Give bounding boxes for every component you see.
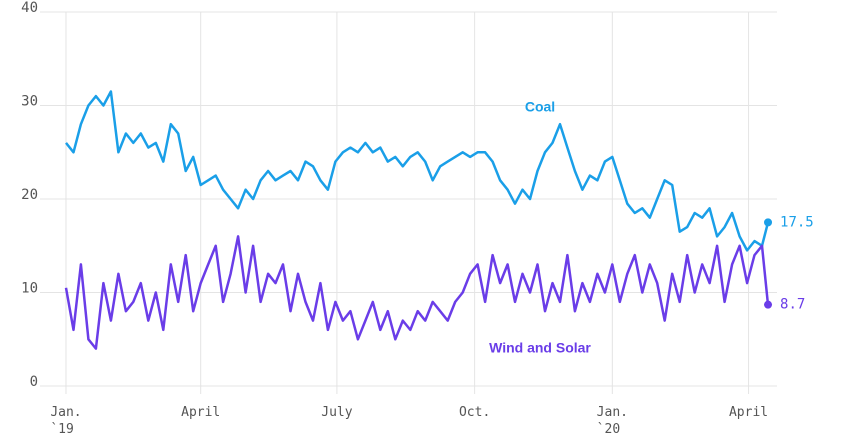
x-tick-label: July [321,405,353,420]
series-label: Coal [525,99,555,115]
x-tick-label: April [181,405,221,420]
x-tick-label: Jan. `19 [50,405,82,437]
y-tick-label: 20 [21,187,38,203]
end-dot [764,300,773,309]
series-line [64,235,770,350]
y-tick-label: 0 [30,374,38,390]
y-tick-label: 30 [21,94,38,110]
x-tick-label: Oct. [458,405,491,420]
end-value-label: 17.5 [780,214,814,230]
x-tick-label: April [728,405,769,420]
series-line [65,90,770,252]
y-tick-label: 40 [21,0,38,16]
x-tick-label: Jan. `20 [596,405,628,437]
end-value-label: 8.7 [780,297,805,313]
y-tick-label: 10 [21,281,38,297]
end-dot [764,218,773,227]
series-label: Wind and Solar [489,340,591,356]
